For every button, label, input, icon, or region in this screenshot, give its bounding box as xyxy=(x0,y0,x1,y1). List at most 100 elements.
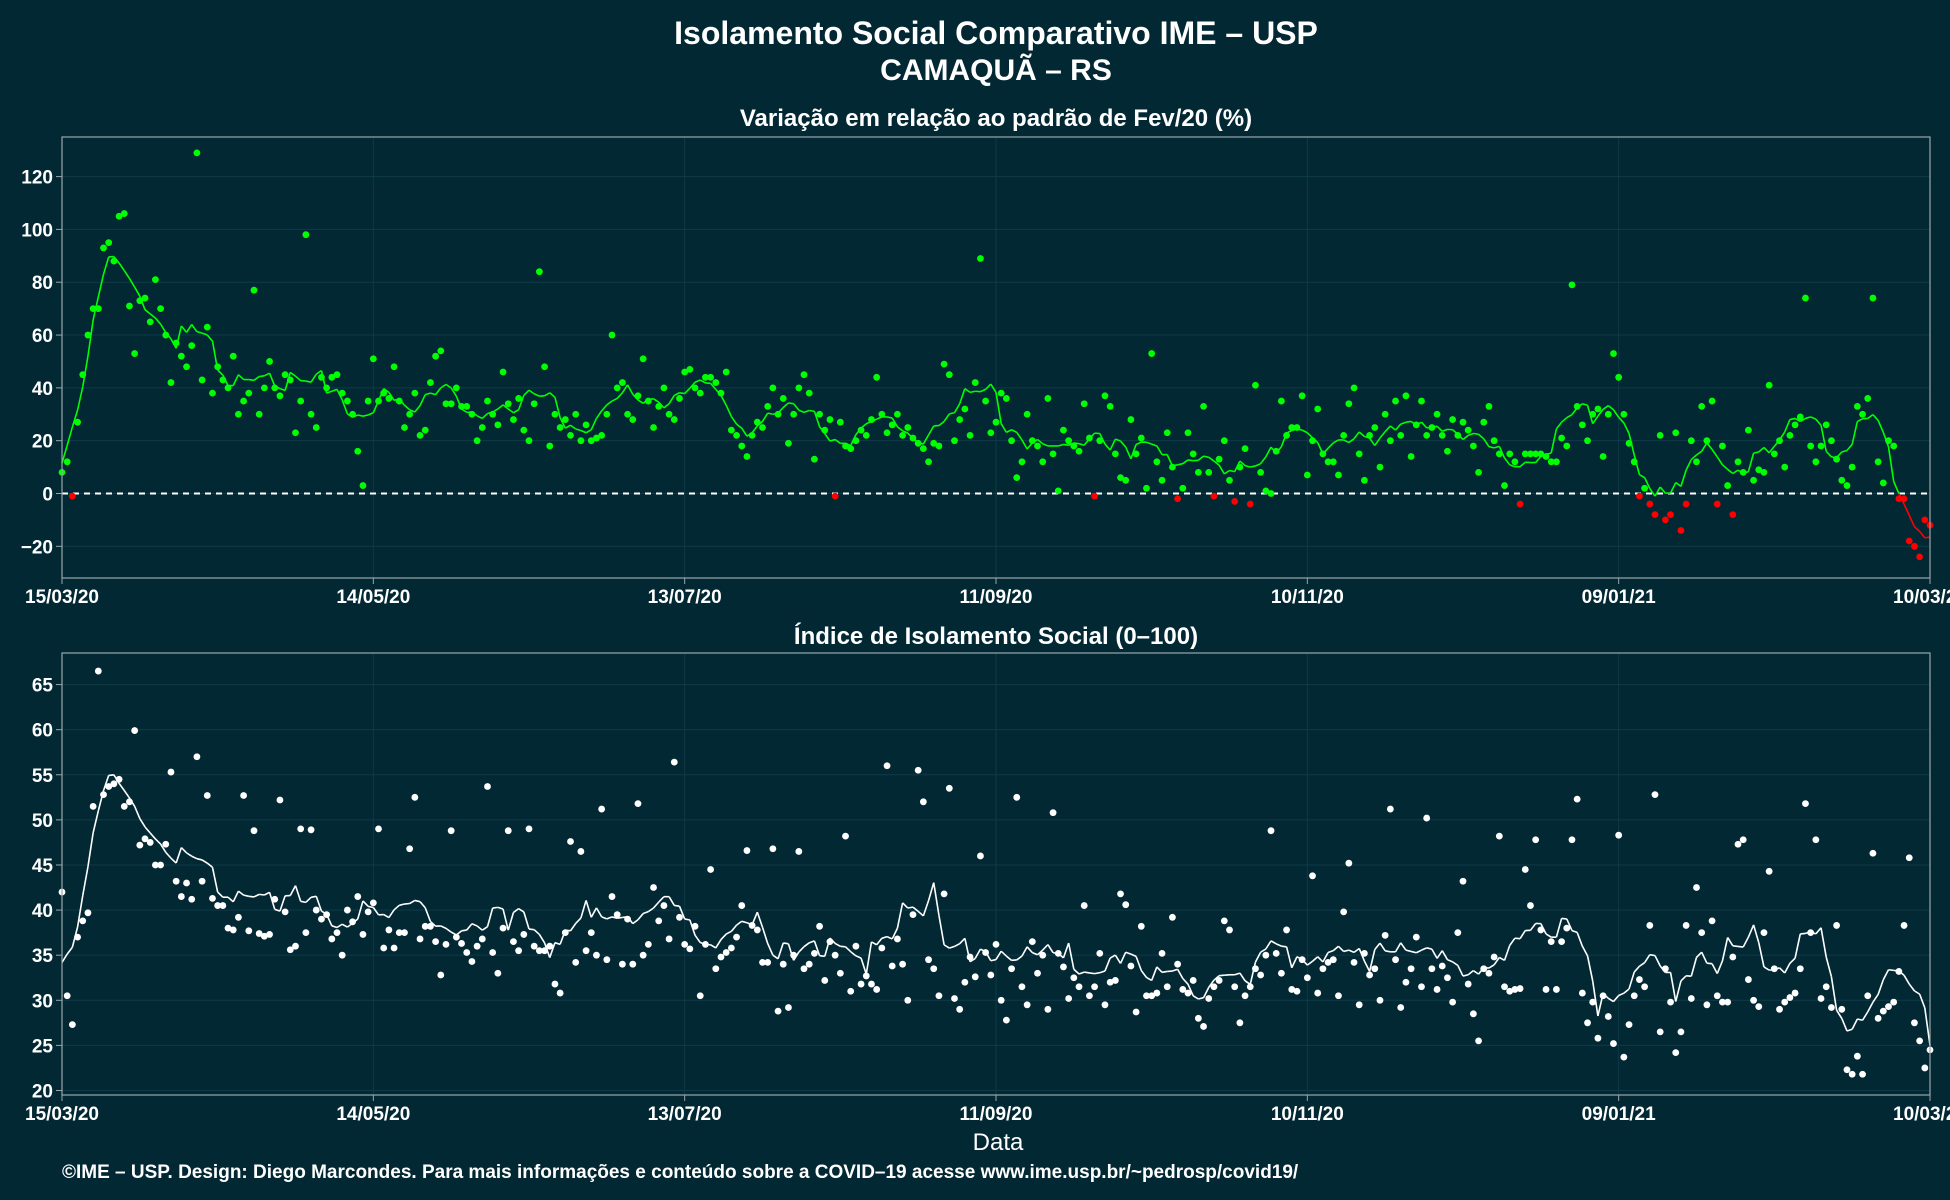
data-point xyxy=(1023,410,1031,418)
smoothed-line-segment xyxy=(403,404,411,411)
data-point xyxy=(468,958,476,965)
data-point xyxy=(925,956,932,964)
data-point xyxy=(390,944,398,952)
data-point xyxy=(1625,1021,1633,1029)
data-point xyxy=(1693,884,1700,891)
data-point xyxy=(1412,421,1420,429)
data-point xyxy=(551,980,559,988)
data-point xyxy=(1843,1066,1851,1074)
data-point xyxy=(1921,516,1929,524)
data-point xyxy=(831,951,839,959)
data-point xyxy=(1812,836,1820,844)
smoothed-line-segment xyxy=(102,775,110,791)
data-point xyxy=(1433,986,1441,993)
data-point xyxy=(1661,965,1669,973)
data-point xyxy=(1402,978,1410,986)
data-point xyxy=(157,305,164,313)
smoothed-line-segment xyxy=(1799,417,1806,423)
data-point xyxy=(639,951,647,959)
data-point xyxy=(1796,965,1804,973)
data-point xyxy=(1174,960,1182,968)
data-point xyxy=(1480,418,1488,426)
smoothed-line-segment xyxy=(1270,940,1277,945)
smoothed-line-segment xyxy=(424,907,432,922)
data-point xyxy=(1407,965,1415,973)
data-point xyxy=(1864,395,1872,402)
smoothed-line-segment xyxy=(1436,950,1443,959)
data-point xyxy=(790,951,798,959)
data-point xyxy=(281,908,289,916)
x-tick-label: 11/09/20 xyxy=(960,1104,1033,1125)
smoothed-line-segment xyxy=(1643,477,1651,489)
data-point xyxy=(1381,410,1389,418)
data-point xyxy=(764,402,772,410)
smoothed-line-segment xyxy=(356,900,364,920)
data-point xyxy=(1122,476,1130,484)
data-point xyxy=(63,458,71,466)
smoothed-line-segment xyxy=(76,386,84,411)
smoothed-line-segment xyxy=(1472,969,1480,975)
smoothed-line-segment xyxy=(108,773,114,777)
data-point xyxy=(1231,983,1239,991)
data-point xyxy=(375,825,382,833)
smoothed-line-segment xyxy=(1566,413,1573,419)
smoothed-line-segment xyxy=(1654,955,1661,967)
smoothed-line-segment xyxy=(1353,947,1360,953)
data-point xyxy=(603,410,611,418)
data-point xyxy=(1086,434,1093,442)
data-point xyxy=(1449,998,1457,1006)
data-point xyxy=(1335,992,1342,1000)
data-point xyxy=(1885,437,1892,445)
data-point xyxy=(359,482,367,489)
smoothed-line-segment xyxy=(1607,997,1614,1003)
smoothed-line-segment xyxy=(1374,942,1381,951)
data-point xyxy=(1293,424,1301,431)
smoothed-line-segment xyxy=(481,412,489,420)
data-point xyxy=(1106,402,1114,410)
data-point xyxy=(899,960,906,968)
smoothed-line-segment xyxy=(1914,990,1921,995)
data-point xyxy=(904,424,912,431)
smoothed-line-segment xyxy=(1135,956,1143,971)
data-point xyxy=(1475,468,1482,476)
smoothed-line-segment xyxy=(1146,441,1152,445)
data-point xyxy=(432,352,439,360)
smoothed-line-segment xyxy=(938,915,945,946)
data-point xyxy=(774,410,782,418)
smoothed-line-segment xyxy=(658,896,665,903)
data-point xyxy=(380,389,388,397)
smoothed-line-segment xyxy=(1784,962,1791,974)
smoothed-line-segment xyxy=(689,381,696,389)
smoothed-line-segment xyxy=(1669,482,1677,494)
smoothed-line-segment xyxy=(793,403,800,411)
data-point xyxy=(800,371,808,379)
data-point xyxy=(1459,418,1467,426)
data-point xyxy=(1890,998,1898,1006)
data-point xyxy=(416,935,424,943)
smoothed-line-segment xyxy=(66,426,74,446)
data-point xyxy=(229,352,237,360)
data-point xyxy=(1044,1005,1052,1013)
data-point xyxy=(1817,995,1825,1002)
data-point xyxy=(1490,953,1498,961)
smoothed-line-segment xyxy=(1084,971,1090,974)
data-point xyxy=(162,840,170,848)
smoothed-line-segment xyxy=(102,256,110,275)
data-point xyxy=(977,255,984,262)
data-point xyxy=(1833,455,1840,463)
smoothed-line-segment xyxy=(1732,944,1739,948)
data-point xyxy=(1272,447,1280,455)
smoothed-line-segment xyxy=(1696,450,1703,456)
data-point xyxy=(629,416,637,423)
smoothed-line-segment xyxy=(259,893,265,896)
x-tick-label: 10/11/20 xyxy=(1271,587,1344,608)
data-point xyxy=(1397,432,1405,439)
data-point xyxy=(1651,511,1659,519)
data-point xyxy=(286,946,294,954)
data-point xyxy=(1656,1028,1664,1036)
data-point xyxy=(1464,980,1472,988)
data-point xyxy=(1791,989,1799,997)
smoothed-line-segment xyxy=(1099,970,1106,974)
y-tick-label: 50 xyxy=(32,811,53,832)
smoothed-line-segment xyxy=(1421,947,1428,951)
